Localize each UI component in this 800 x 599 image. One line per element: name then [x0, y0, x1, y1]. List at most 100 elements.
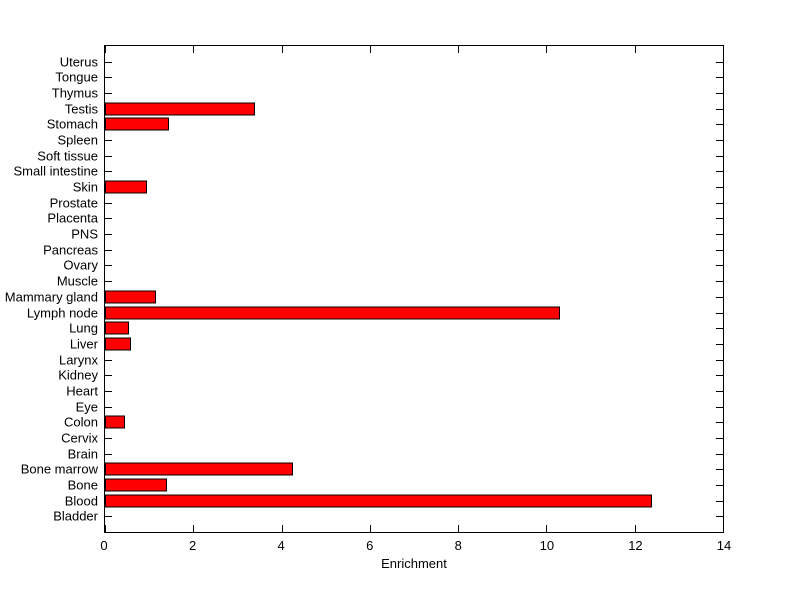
chart-row: Spleen	[58, 132, 723, 148]
chart-row: Heart	[66, 383, 723, 399]
y-tick-right	[716, 390, 723, 392]
chart-row: Prostate	[50, 195, 723, 211]
bar	[105, 415, 125, 429]
category-label: Thymus	[51, 85, 98, 101]
chart-row: Kidney	[58, 367, 723, 383]
x-tick-label: 10	[539, 538, 555, 553]
chart-row: Soft tissue	[37, 148, 723, 164]
y-tick-left	[105, 234, 112, 236]
category-label: Brain	[67, 446, 98, 462]
x-tick-top	[634, 46, 636, 53]
category-label: Prostate	[49, 195, 98, 211]
category-label: Heart	[66, 383, 98, 399]
y-tick-left	[105, 202, 112, 204]
y-tick-left	[105, 281, 112, 283]
x-tick-bottom	[105, 525, 106, 532]
category-label: Spleen	[57, 132, 98, 148]
chart-row: Liver	[70, 336, 723, 352]
bar	[105, 306, 560, 319]
y-tick-left	[105, 516, 112, 518]
chart-row: Small intestine	[13, 164, 723, 180]
x-tick-bottom	[634, 525, 636, 532]
y-tick-right	[716, 422, 723, 424]
y-tick-right	[716, 281, 723, 283]
category-label: Small intestine	[13, 163, 98, 179]
y-tick-right	[716, 218, 723, 220]
category-label: Cervix	[61, 430, 98, 446]
chart-row: Placenta	[47, 211, 723, 227]
y-tick-left	[105, 61, 112, 63]
y-tick-right	[716, 296, 723, 298]
y-tick-right	[716, 359, 723, 361]
y-tick-right	[716, 406, 723, 408]
x-tick-label: 2	[188, 538, 197, 553]
y-tick-left	[105, 171, 112, 173]
chart-row: Brain	[68, 446, 723, 462]
y-tick-right	[716, 108, 723, 110]
chart-row: Bladder	[53, 508, 723, 524]
x-tick-label: 0	[100, 538, 108, 553]
chart-row: Mammary gland	[5, 289, 723, 305]
y-tick-right	[716, 77, 723, 79]
y-tick-right	[716, 249, 723, 251]
chart-row: Testis	[65, 101, 723, 117]
y-tick-left	[105, 77, 112, 79]
category-label: Testis	[64, 101, 98, 117]
x-tick-top	[281, 46, 283, 53]
x-tick-top	[193, 46, 195, 53]
x-tick-top	[105, 46, 106, 53]
y-tick-right	[716, 328, 723, 330]
category-label: Mammary gland	[4, 289, 98, 305]
x-tick-label: 4	[277, 538, 285, 553]
bar	[105, 321, 130, 335]
y-tick-right	[716, 234, 723, 236]
x-axis-label: Enrichment	[381, 556, 447, 571]
category-label: Uterus	[59, 54, 98, 70]
chart-row: Thymus	[52, 85, 723, 101]
y-tick-right	[716, 312, 723, 314]
category-label: Larynx	[58, 352, 98, 368]
x-tick-top	[723, 46, 724, 53]
y-tick-right	[716, 453, 723, 455]
y-tick-right	[716, 124, 723, 126]
chart-row: PNS	[71, 226, 723, 242]
chart-row: Lymph node	[27, 305, 723, 321]
bar	[105, 337, 132, 351]
chart-row: Tongue	[55, 70, 723, 86]
x-tick-bottom	[369, 525, 371, 532]
category-label: Lung	[69, 320, 98, 336]
x-tick-bottom	[193, 525, 195, 532]
category-label: Ovary	[63, 257, 98, 273]
y-tick-right	[716, 375, 723, 377]
x-tick-bottom	[458, 525, 460, 532]
x-tick-bottom	[281, 525, 283, 532]
y-tick-right	[716, 155, 723, 157]
y-tick-right	[716, 437, 723, 439]
category-label: Colon	[64, 414, 98, 430]
x-tick-label: 14	[716, 538, 732, 553]
y-tick-right	[716, 202, 723, 204]
y-tick-right	[716, 500, 723, 502]
y-tick-right	[716, 265, 723, 267]
x-tick-bottom	[546, 525, 548, 532]
category-label: Placenta	[47, 210, 98, 226]
chart-row: Ovary	[63, 258, 723, 274]
chart-row: Lung	[69, 320, 723, 336]
category-label: Muscle	[56, 273, 98, 289]
bar	[105, 117, 169, 131]
bar	[105, 290, 156, 304]
x-tick-top	[369, 46, 371, 53]
x-tick-label: 6	[366, 538, 374, 553]
chart-row: Blood	[65, 493, 723, 509]
y-tick-left	[105, 93, 112, 95]
category-label: Stomach	[46, 116, 98, 132]
bar	[105, 478, 167, 492]
category-label: PNS	[71, 226, 98, 242]
y-tick-left	[105, 406, 112, 408]
x-tick-top	[546, 46, 548, 53]
y-tick-right	[716, 469, 723, 471]
x-tick-label: 12	[628, 538, 643, 553]
y-tick-left	[105, 390, 112, 392]
y-tick-left	[105, 453, 112, 455]
